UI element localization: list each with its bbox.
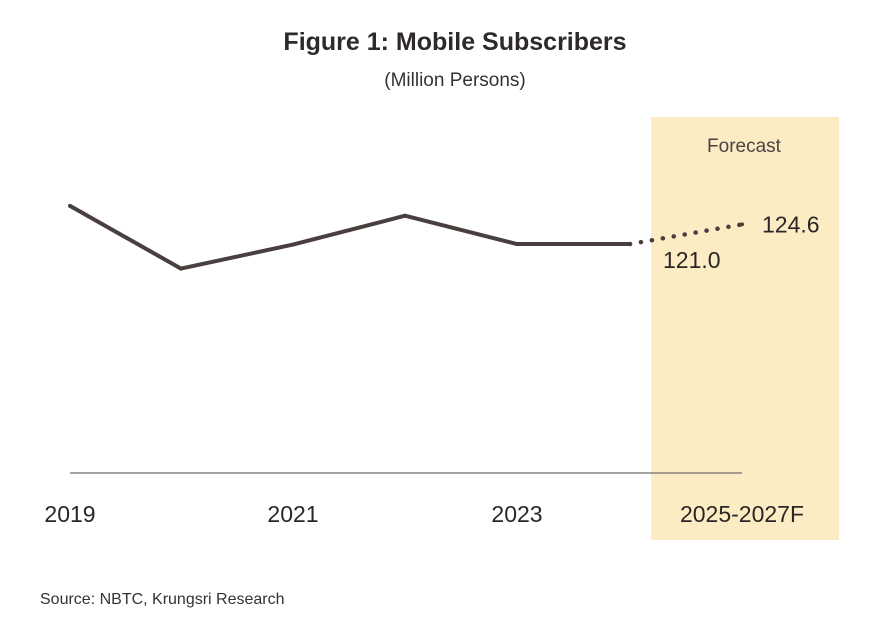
source-note: Source: NBTC, Krungsri Research bbox=[40, 591, 285, 608]
data-label-2024: 121.0 bbox=[663, 247, 721, 273]
data-point-2025-2027F bbox=[740, 222, 744, 227]
chart-title: Figure 1: Mobile Subscribers bbox=[283, 28, 627, 56]
x-tick-2025-2027F: 2025-2027F bbox=[680, 501, 804, 527]
series-line-forecast bbox=[627, 222, 745, 247]
data-point-2023 bbox=[515, 242, 519, 247]
forecast-region bbox=[651, 117, 839, 540]
x-tick-2019: 2019 bbox=[44, 501, 95, 527]
data-label-2025-2027F: 124.6 bbox=[762, 211, 820, 237]
data-point-2020 bbox=[179, 266, 183, 271]
forecast-label: Forecast bbox=[707, 136, 782, 157]
data-point-2022 bbox=[403, 213, 407, 218]
series-line-actual bbox=[69, 204, 630, 271]
chart-subtitle: (Million Persons) bbox=[384, 70, 526, 91]
x-tick-2023: 2023 bbox=[491, 501, 542, 527]
data-point-2024 bbox=[628, 242, 632, 247]
x-tick-2021: 2021 bbox=[267, 501, 318, 527]
data-point-2021 bbox=[291, 242, 295, 247]
data-point-2019 bbox=[68, 203, 72, 208]
